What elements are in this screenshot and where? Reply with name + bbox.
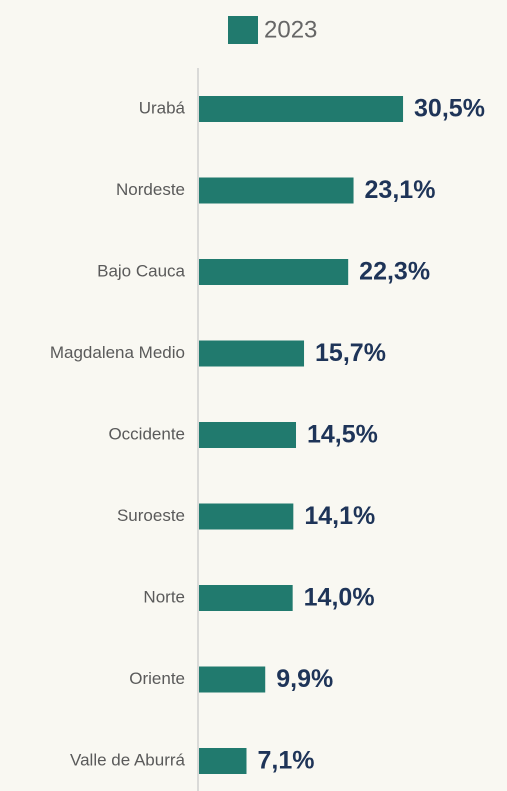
value-label: 15,7%	[315, 339, 386, 367]
category-label: Urabá	[139, 98, 186, 117]
bar	[199, 422, 297, 448]
category-label: Oriente	[129, 669, 185, 688]
bar	[199, 259, 349, 285]
value-label: 14,1%	[304, 502, 375, 530]
value-label: 9,9%	[276, 665, 333, 693]
value-label: 22,3%	[359, 258, 430, 286]
category-label: Occidente	[108, 424, 185, 443]
bar	[199, 748, 247, 774]
value-label: 23,1%	[365, 176, 436, 204]
value-label: 14,0%	[304, 584, 375, 612]
value-label: 7,1%	[257, 747, 314, 775]
value-label: 14,5%	[307, 421, 378, 449]
category-label: Norte	[143, 587, 185, 606]
bar	[199, 96, 404, 122]
category-label: Magdalena Medio	[50, 343, 185, 362]
bar	[199, 585, 293, 611]
legend-swatch	[228, 16, 258, 44]
bar	[199, 503, 294, 530]
category-label: Nordeste	[116, 180, 185, 199]
value-label: 30,5%	[414, 95, 485, 123]
bar	[199, 666, 266, 693]
bar	[199, 177, 354, 204]
legend-label: 2023	[264, 16, 317, 43]
bar	[199, 340, 305, 367]
category-label: Valle de Aburrá	[70, 750, 186, 769]
category-label: Bajo Cauca	[97, 261, 185, 280]
category-label: Suroeste	[117, 506, 185, 525]
